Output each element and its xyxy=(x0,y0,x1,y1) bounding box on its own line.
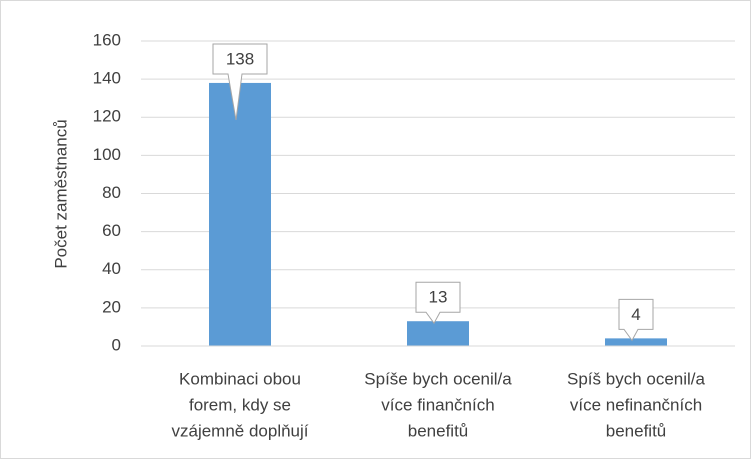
x-tick-label: benefitů xyxy=(408,421,469,440)
x-tick-label: více nefinančních xyxy=(570,395,702,414)
y-tick-label: 100 xyxy=(93,145,121,164)
data-label: 4 xyxy=(631,305,640,324)
y-axis-label: Počet zaměstnanců xyxy=(51,119,70,268)
data-label-callout xyxy=(212,43,268,121)
data-label-callout xyxy=(618,298,654,342)
y-tick-label: 20 xyxy=(102,297,121,316)
x-tick-label: Spíš bych ocenil/a xyxy=(567,369,706,388)
y-tick-label: 40 xyxy=(102,259,121,278)
y-tick-label: 0 xyxy=(112,335,121,354)
y-tick-label: 160 xyxy=(93,30,121,49)
x-tick-label: Spíše bych ocenil/a xyxy=(364,369,512,388)
bar xyxy=(209,82,271,346)
x-tick-label: vzájemně doplňují xyxy=(171,421,308,440)
y-tick-label: 140 xyxy=(93,69,121,88)
data-label: 138 xyxy=(226,49,254,68)
data-label-callout xyxy=(415,281,461,325)
x-tick-label: forem, kdy se xyxy=(189,395,291,414)
x-tick-label: benefitů xyxy=(606,421,667,440)
x-tick-label: Kombinaci obou xyxy=(179,369,301,388)
y-tick-label: 60 xyxy=(102,221,121,240)
bar xyxy=(605,338,667,346)
data-label: 13 xyxy=(429,288,448,307)
y-tick-label: 120 xyxy=(93,107,121,126)
bar xyxy=(407,321,469,346)
x-tick-label: více finančních xyxy=(381,395,494,414)
y-tick-label: 80 xyxy=(102,183,121,202)
